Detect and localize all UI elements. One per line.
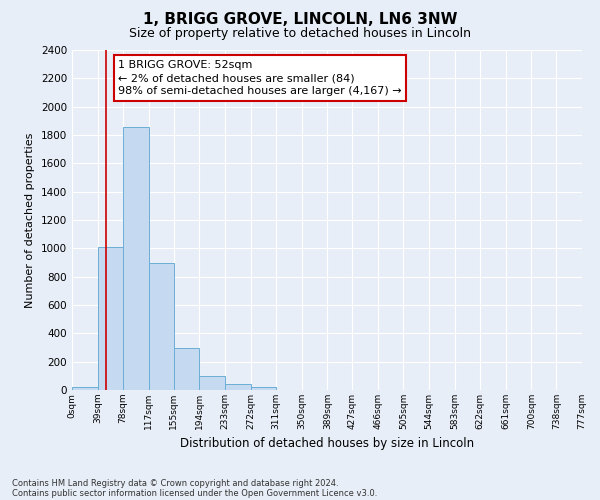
Y-axis label: Number of detached properties: Number of detached properties [25, 132, 35, 308]
Text: 1, BRIGG GROVE, LINCOLN, LN6 3NW: 1, BRIGG GROVE, LINCOLN, LN6 3NW [143, 12, 457, 28]
Text: Contains public sector information licensed under the Open Government Licence v3: Contains public sector information licen… [12, 488, 377, 498]
Text: Contains HM Land Registry data © Crown copyright and database right 2024.: Contains HM Land Registry data © Crown c… [12, 478, 338, 488]
Bar [123, 126, 149, 390]
Bar [199, 376, 225, 390]
Bar [174, 348, 199, 390]
X-axis label: Distribution of detached houses by size in Lincoln: Distribution of detached houses by size … [180, 438, 474, 450]
Bar [225, 384, 251, 390]
Text: 1 BRIGG GROVE: 52sqm
← 2% of detached houses are smaller (84)
98% of semi-detach: 1 BRIGG GROVE: 52sqm ← 2% of detached ho… [118, 60, 401, 96]
Bar [149, 262, 174, 390]
Text: Size of property relative to detached houses in Lincoln: Size of property relative to detached ho… [129, 28, 471, 40]
Bar [251, 387, 276, 390]
Bar [98, 247, 123, 390]
Bar [72, 387, 98, 390]
